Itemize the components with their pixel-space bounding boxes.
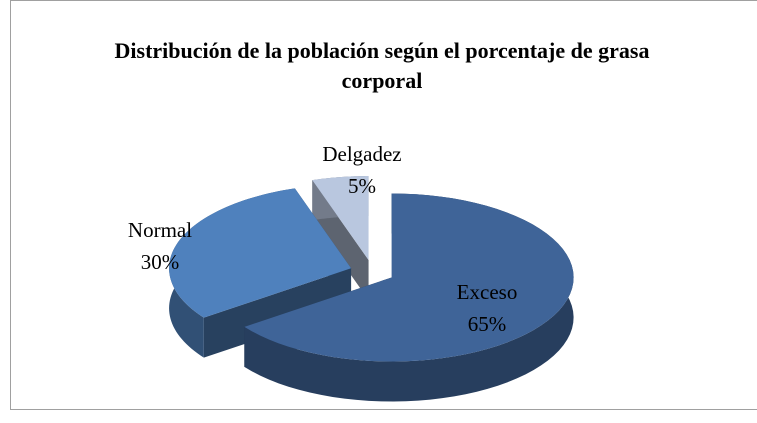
pie-slice: [312, 176, 369, 301]
slice-label-name: Exceso: [457, 280, 518, 304]
slice-label-name: Normal: [128, 218, 192, 242]
pie-slice: [244, 193, 574, 402]
slice-top: [312, 176, 369, 261]
slice-top: [169, 188, 352, 318]
slice-wall: [203, 268, 352, 358]
chart-frame: [10, 0, 757, 410]
slice-label-value: 5%: [348, 174, 376, 198]
slice-label-value: 65%: [468, 312, 507, 336]
chart-title: Distribución de la población según el po…: [114, 38, 650, 93]
slice-label-value: 30%: [141, 250, 180, 274]
slice-top: [244, 193, 574, 362]
pie-slice: [169, 188, 352, 358]
slice-label-name: Delgadez: [322, 142, 401, 166]
